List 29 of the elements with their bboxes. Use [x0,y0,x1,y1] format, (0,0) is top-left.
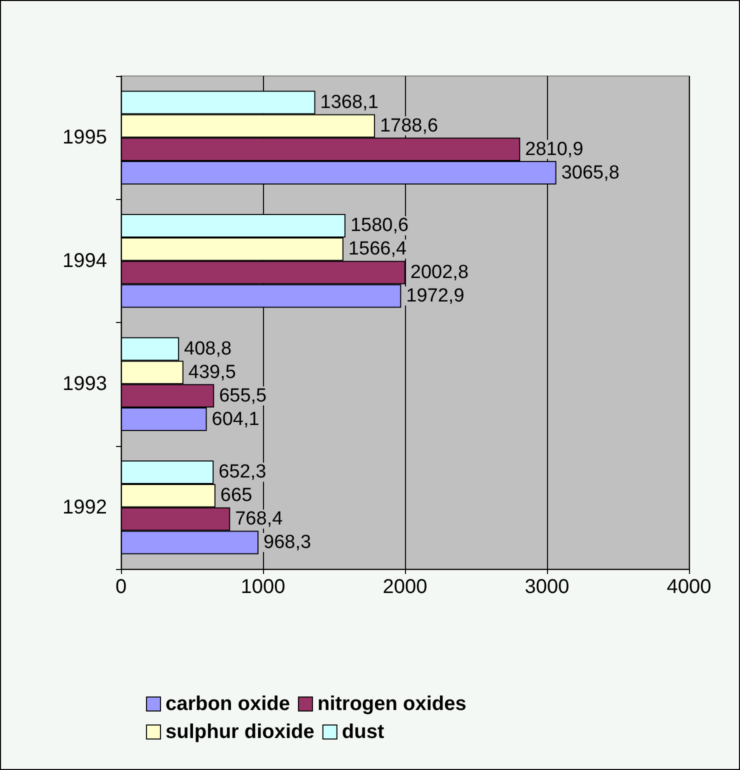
legend-label: nitrogen oxides [317,693,466,715]
legend-label: dust [342,721,384,743]
data-label: 768,4 [235,508,284,530]
data-label: 1788,6 [380,115,438,136]
x-tick-label: 2000 [382,576,428,598]
data-label: 2810,9 [525,138,584,160]
data-label: 439,5 [188,362,236,383]
data-label: 655,5 [219,385,267,406]
data-label: 3065,8 [561,162,620,184]
data-label: 968,3 [264,532,312,553]
data-label: 652,3 [218,462,266,483]
data-label: 1368,1 [320,92,378,113]
data-label: 1566,4 [348,238,407,260]
data-label: 604,1 [212,408,260,430]
x-tick-label: 0 [115,576,127,598]
y-tick-label: 1993 [62,373,107,396]
data-label: 665 [220,485,252,506]
y-tick-label: 1992 [62,496,107,518]
legend-label: carbon oxide [166,693,290,715]
x-tick-label: 4000 [666,576,712,598]
y-tick-label: 1995 [62,126,107,149]
legend-label: sulphur dioxide [166,721,314,743]
data-label: 1580,6 [350,215,409,236]
x-tick-label: 1000 [240,576,286,598]
y-tick-label: 1994 [62,250,107,272]
data-label: 2002,8 [410,262,469,284]
x-tick-label: 3000 [524,576,570,598]
data-label: 408,8 [184,338,232,360]
data-label: 1972,9 [406,286,464,306]
